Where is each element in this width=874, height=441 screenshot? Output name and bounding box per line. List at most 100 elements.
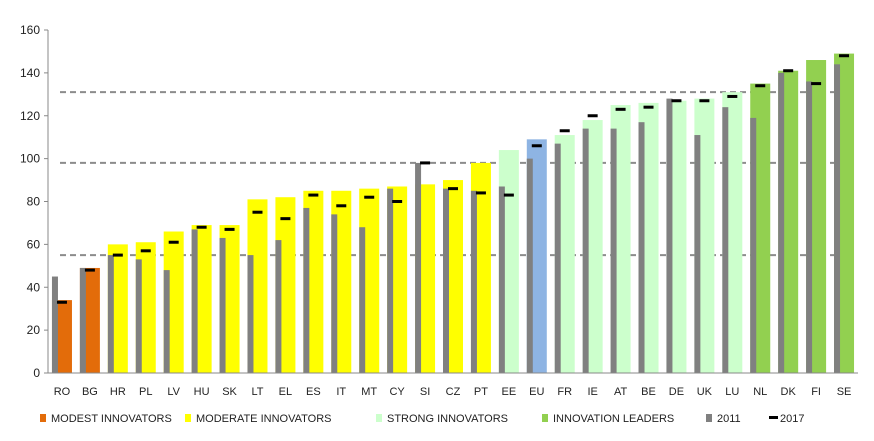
x-tick-label-el: EL <box>279 386 292 398</box>
bar-2011-de <box>666 98 673 373</box>
marker-2017-es <box>308 193 319 197</box>
legend-swatch-2017 <box>769 416 778 419</box>
y-tick-label: 20 <box>27 323 41 337</box>
marker-2017-ee <box>503 193 514 197</box>
marker-2017-ro <box>56 300 67 304</box>
x-tick-label-bg: BG <box>82 386 98 398</box>
bar-2011-cy <box>387 188 394 373</box>
bar-2011-bg <box>79 267 86 373</box>
x-tick-label-ro: RO <box>54 386 71 398</box>
x-tick-label-ie: IE <box>587 386 597 398</box>
bar-2011-mt <box>359 227 366 373</box>
marker-2017-hr <box>112 253 123 257</box>
marker-2017-be <box>643 105 654 109</box>
y-tick-label: 60 <box>27 237 41 251</box>
marker-2017-mt <box>364 195 375 199</box>
marker-2017-lt <box>252 210 263 214</box>
x-tick-label-hr: HR <box>110 386 126 398</box>
x-tick-label-ee: EE <box>502 386 517 398</box>
bar-2011-fi <box>806 81 813 373</box>
x-tick-label-si: SI <box>420 386 430 398</box>
legend-label: 2017 <box>780 413 804 425</box>
bar-2011-ro <box>51 276 58 373</box>
bar-2011-el <box>275 240 282 373</box>
legend-label: INNOVATION LEADERS <box>553 413 674 425</box>
marker-2017-hu <box>196 225 207 229</box>
x-tick-label-fi: FI <box>811 386 821 398</box>
marker-2017-sk <box>224 227 235 231</box>
legend-swatch <box>542 414 548 422</box>
x-tick-label-mt: MT <box>361 386 377 398</box>
marker-2017-dk <box>783 69 794 73</box>
marker-2017-el <box>280 217 291 221</box>
marker-2017-de <box>671 99 682 103</box>
legend-label: MODEST INNOVATORS <box>51 413 172 425</box>
y-tick-label: 40 <box>27 280 41 294</box>
bar-2011-ee <box>498 186 505 373</box>
marker-2017-it <box>336 204 347 208</box>
marker-2017-fi <box>811 82 822 86</box>
marker-2017-si <box>420 161 431 165</box>
legend-swatch <box>40 414 46 422</box>
x-tick-label-lt: LT <box>251 386 263 398</box>
marker-2017-pt <box>475 191 486 195</box>
marker-2017-cy <box>392 200 403 203</box>
x-axis: RO BG HR PL LV HU SK LT EL ES IT MT CY SI CZ PT EE EU FR IE… <box>48 372 858 398</box>
x-tick-label-dk: DK <box>781 386 797 398</box>
x-tick-label-pt: PT <box>474 386 488 398</box>
bar-2011-ie <box>582 128 589 373</box>
legend: MODEST INNOVATORS MODERATE INNOVATORS STRO… <box>40 413 804 425</box>
y-tick-label: 0 <box>33 366 40 380</box>
bar-2011-pt <box>470 190 477 373</box>
bar-2011-hr <box>107 255 114 373</box>
x-tick-label-at: AT <box>614 386 628 398</box>
bar-2011-fr <box>554 143 561 373</box>
bar-2011-pl <box>135 259 142 373</box>
x-tick-label-sk: SK <box>222 386 237 398</box>
bar-2011-si <box>415 162 422 373</box>
x-tick-label-se: SE <box>837 386 852 398</box>
bar-2011-it <box>331 214 338 373</box>
legend-label: MODERATE INNOVATORS <box>196 413 331 425</box>
marker-2017-at <box>615 107 626 111</box>
marker-2017-nl <box>755 84 766 88</box>
marker-2017-ie <box>587 114 598 118</box>
x-tick-label-fr: FR <box>557 386 572 398</box>
bar-2011-be <box>638 122 645 374</box>
x-tick-label-pl: PL <box>139 386 152 398</box>
x-tick-label-de: DE <box>669 386 684 398</box>
marker-2017-lv <box>168 240 179 244</box>
y-axis: 0 20 40 60 80 100 120 140 160 <box>20 23 49 380</box>
bar-2011-eu <box>526 158 533 373</box>
x-tick-label-cy: CY <box>389 386 405 398</box>
marker-2017-se <box>839 54 850 58</box>
y-tick-label: 100 <box>20 152 40 166</box>
marker-2017-bg <box>84 268 95 272</box>
bar-2011-lt <box>247 255 254 373</box>
y-tick-label: 120 <box>20 109 40 123</box>
x-tick-label-cz: CZ <box>446 386 461 398</box>
legend-swatch <box>376 414 382 422</box>
x-tick-label-es: ES <box>306 386 321 398</box>
bar-2011-se <box>834 64 841 374</box>
marker-2017-eu <box>531 144 542 148</box>
legend-label: STRONG INNOVATORS <box>387 413 508 425</box>
bar-2011-sk <box>219 237 226 373</box>
bar-2011-lv <box>163 270 170 373</box>
bar-2011-hu <box>191 229 198 373</box>
x-tick-label-be: BE <box>641 386 656 398</box>
y-tick-label: 160 <box>20 23 40 37</box>
x-tick-label-lu: LU <box>725 386 739 398</box>
x-tick-label-eu: EU <box>529 386 544 398</box>
bars-group <box>51 53 855 374</box>
y-tick-label: 140 <box>20 66 40 80</box>
legend-swatch <box>706 414 712 422</box>
x-tick-label-nl: NL <box>753 386 767 398</box>
bar-2011-cz <box>443 188 449 373</box>
x-tick-label-lv: LV <box>167 386 180 398</box>
x-tick-label-uk: UK <box>697 386 713 398</box>
marker-2017-uk <box>699 99 710 103</box>
marker-2017-lu <box>727 94 738 98</box>
